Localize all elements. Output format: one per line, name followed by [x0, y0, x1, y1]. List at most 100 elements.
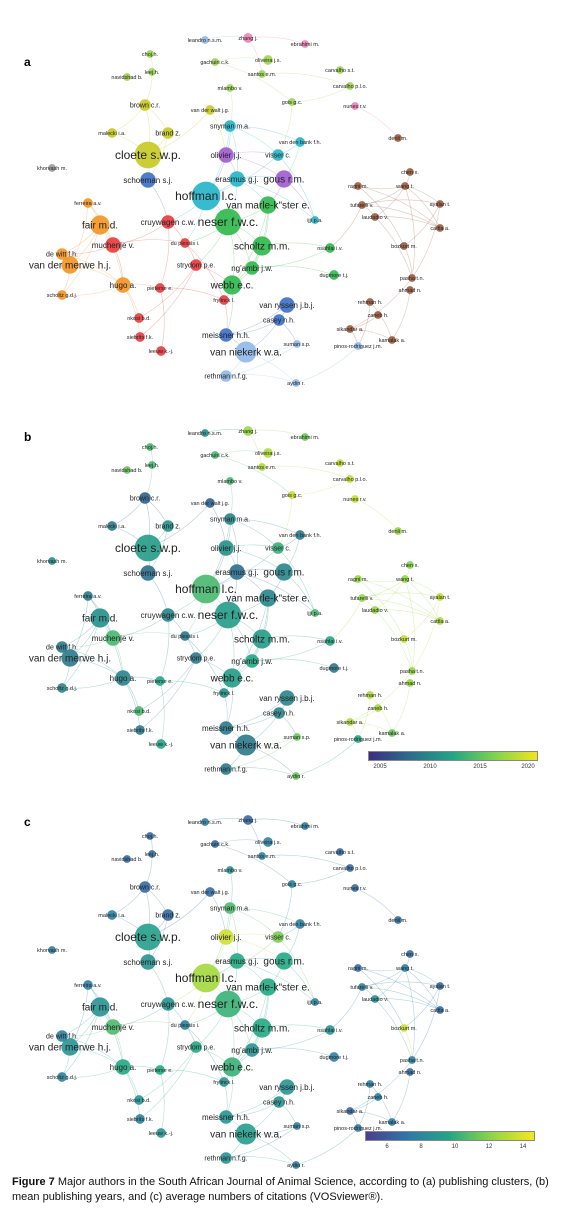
author-node [61, 256, 79, 274]
author-node [394, 134, 402, 142]
author-node [301, 40, 309, 48]
author-label: gous r.m. [263, 568, 304, 579]
network-edge [236, 960, 316, 1003]
author-node [400, 1024, 408, 1032]
network-panel-a: a leandro n.s.m. zhang j. ebrahimi m. choj.… [0, 0, 580, 395]
author-label: snyman m.a. [210, 516, 250, 523]
author-label: van marle-k"ster e. [226, 201, 310, 212]
author-label: cruywagen c.w. [141, 1000, 196, 1009]
author-label: sikandar a. [337, 720, 364, 726]
label-layer: leandro n.s.m. zhang j. ebrahimi m. choj.h.… [29, 818, 451, 1169]
author-node [401, 964, 409, 972]
author-label: scholtz m.m. [234, 635, 290, 646]
author-label: ferreira a.v. [74, 983, 102, 989]
author-label: siebrits f.k. [127, 728, 154, 734]
author-label: casey n.h. [263, 1099, 295, 1106]
author-label: aydin r. [287, 774, 305, 780]
network-edge [411, 203, 441, 279]
author-label: ebrahimi m. [291, 42, 320, 48]
author-node [134, 706, 144, 716]
author-label: leeuw k.-j. [149, 349, 174, 355]
network-edge [159, 680, 225, 694]
author-node [279, 1079, 295, 1095]
author-node [56, 1030, 68, 1042]
node-layer [48, 33, 444, 387]
author-node [388, 336, 396, 344]
network-edge [349, 277, 413, 330]
author-label: ijji p.a. [307, 1000, 323, 1006]
network-edge [247, 37, 263, 75]
author-label: scholtz g.d.j. [47, 686, 78, 692]
author-label: cloete s.w.p. [115, 148, 181, 162]
author-label: malecki i.a. [98, 131, 126, 137]
colorbar-tick: 2015 [473, 764, 487, 770]
author-label: brown c.r. [130, 102, 160, 109]
author-node [436, 593, 444, 601]
author-node [258, 70, 266, 78]
author-node [148, 68, 156, 76]
network-edge [229, 518, 301, 536]
author-label: nsahlai i.v. [317, 639, 343, 645]
author-node [351, 884, 359, 892]
author-node [105, 237, 121, 253]
author-label: visser c. [265, 934, 291, 941]
author-label: ng'ambi j.w. [231, 1046, 273, 1055]
author-node [48, 164, 56, 172]
network-edge [391, 1071, 411, 1123]
author-label: van niekerk w.a. [210, 1130, 282, 1141]
author-node [222, 1057, 242, 1077]
network-edge [404, 185, 415, 279]
author-label: frylinck l. [213, 691, 235, 697]
author-label: choj.h. [142, 445, 159, 451]
author-node [235, 1123, 257, 1145]
author-label: de witt f.h. [46, 251, 78, 258]
author-label: hugo a. [110, 674, 137, 683]
network-edge [349, 670, 413, 723]
network-edge [374, 609, 413, 672]
label-layer: leandro n.s.m. zhang j. ebrahimi m. choj.h.… [29, 36, 451, 387]
network-edge [295, 345, 359, 384]
author-node [292, 379, 300, 387]
network-edge [357, 578, 406, 583]
network-edge [261, 465, 351, 480]
author-label: tufarelli v. [350, 985, 374, 991]
network-edge [361, 185, 406, 206]
network-edge [214, 843, 293, 885]
author-label: van den bank f.h. [279, 140, 322, 146]
author-node [259, 978, 277, 996]
network-edge [291, 85, 351, 103]
network-edge [236, 178, 316, 221]
panel-label-b: b [24, 430, 32, 444]
author-label: casey n.h. [263, 317, 295, 324]
author-node [436, 224, 444, 232]
author-label: strydom p.e. [177, 1044, 216, 1051]
author-label: laudadio v. [362, 997, 389, 1003]
author-label: sikandar a. [337, 327, 364, 333]
network-edge [251, 1047, 335, 1058]
author-label: ahmad n. [399, 288, 422, 294]
author-label: rehman h. [358, 300, 383, 306]
author-node [252, 236, 272, 256]
author-label: gous r.m. [263, 175, 304, 186]
author-label: meissner h.h. [202, 1113, 250, 1122]
network-edge [139, 264, 197, 338]
author-label: kamalak a. [379, 731, 406, 737]
author-node [243, 815, 253, 825]
author-node [191, 574, 221, 604]
author-label: du plessis i. [171, 241, 200, 247]
author-node [48, 946, 56, 954]
network-edge [225, 767, 297, 777]
author-node [366, 1080, 374, 1088]
panel-label-a: a [24, 55, 31, 69]
network-edge [374, 216, 413, 279]
author-label: denli m. [388, 529, 408, 535]
network-edge [404, 578, 441, 622]
author-label: navidshad b. [111, 857, 143, 863]
author-node [400, 635, 408, 643]
author-node [329, 270, 339, 280]
author-label: ferreira a.v. [74, 201, 102, 207]
author-node [56, 248, 68, 260]
author-label: santos e.m. [248, 465, 277, 471]
network-edge [159, 614, 170, 682]
network-edge [403, 596, 441, 640]
